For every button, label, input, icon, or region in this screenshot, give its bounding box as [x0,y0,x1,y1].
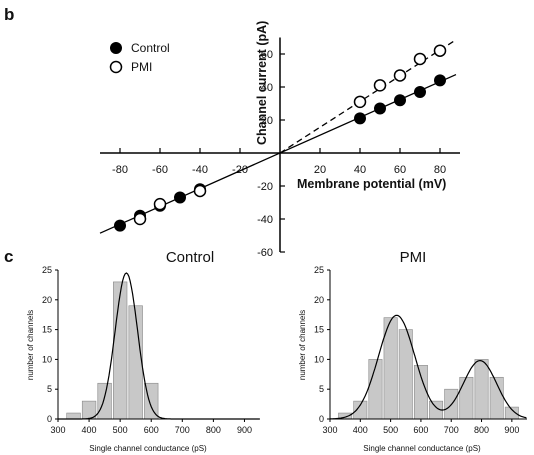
iv-point-pmi [193,184,207,198]
iv-point-control [414,85,426,98]
iv-point-pmi [393,69,407,82]
iv-point-pmi [373,79,387,92]
histogram-pmi-fit [329,314,527,420]
histogram-bar [66,412,81,420]
histogram-control-y-axis-title: number of channels [26,310,35,380]
iv-y-tick-label: -40 [257,214,273,226]
legend-label-control: Control [131,41,170,55]
histogram-x-tick-label: 600 [144,425,159,435]
iv-fit-lines [99,39,457,234]
histogram-y-tick-label: 10 [314,354,324,364]
histogram-control-bars [66,281,159,420]
iv-point-control [394,94,406,107]
histogram-x-tick-label: 300 [50,425,65,435]
iv-x-tick-label: -60 [152,164,168,176]
histogram-fit-curve [329,314,527,420]
histogram-control-fit [58,272,260,420]
iv-point-control [114,219,126,232]
histogram-pmi-y-axis-title: number of channels [298,310,307,380]
histogram-bar [459,376,474,420]
histogram-y-tick-label: 0 [47,414,52,424]
histogram-x-tick-label: 800 [474,425,489,435]
histogram-x-tick-label: 800 [206,425,221,435]
iv-y-tick-label: 20 [261,115,273,127]
histogram-bar [413,365,428,420]
histogram-bar [474,359,489,420]
histogram-bar [97,382,112,420]
iv-y-tick-label: 40 [261,82,273,94]
iv-data-points [114,44,447,232]
histogram-y-tick-label: 20 [42,295,52,305]
histogram-x-tick-label: 400 [353,425,368,435]
histogram-x-tick-label: 700 [444,425,459,435]
iv-x-tick-label: -80 [112,164,128,176]
iv-point-pmi [133,212,147,226]
iv-point-pmi [413,52,427,66]
histogram-y-tick-label: 20 [314,295,324,305]
iv-legend: Control PMI [109,41,170,74]
panel-label-b: b [4,5,14,24]
histogram-x-tick-label: 500 [383,425,398,435]
iv-x-tick-label: 40 [354,164,366,176]
iv-point-control [434,74,446,87]
iv-tick-labels: -80 -60 -40 -20 20 40 60 80 -60 -40 -20 20 40 60 [112,49,446,259]
histogram-x-tick-label: 500 [113,425,128,435]
iv-y-tick-label: 60 [261,49,273,61]
histogram-control: Control 300 400 500 600 700 800 9000510152025 … [26,249,260,453]
iv-y-axis-title: Channel current (pA) [255,21,269,145]
histogram-control-title: Control [166,249,214,266]
histogram-y-tick-label: 10 [42,354,52,364]
iv-point-control [174,191,186,204]
iv-x-tick-label: -40 [192,164,208,176]
legend-label-pmi: PMI [131,60,152,74]
histogram-fit-curve [58,272,260,420]
iv-point-pmi [353,95,367,109]
iv-x-tick-label: 20 [314,164,326,176]
histogram-x-tick-label: 900 [237,425,252,435]
histogram-pmi-axes: 300 400 500 600 700 800 900 0 5 10 15 20 25 [314,265,527,435]
iv-x-tick-label: -20 [232,164,248,176]
histogram-x-tick-label: 600 [413,425,428,435]
histogram-bar [113,281,128,420]
histogram-bar [128,305,143,420]
iv-y-tick-label: -60 [257,247,273,259]
iv-fit-line-pmi [279,39,457,154]
histogram-x-tick-label: 400 [82,425,97,435]
iv-y-tick-label: -20 [257,181,273,193]
histogram-pmi-bars [338,317,519,420]
iv-point-control [374,102,386,115]
histogram-y-tick-label: 25 [314,265,324,275]
histogram-control-x-axis-title: Single channel conductance (pS) [89,444,207,453]
histogram-x-tick-label: 300 [322,425,337,435]
iv-point-pmi [153,197,167,211]
histogram-y-tick-label: 15 [314,325,324,335]
iv-x-axis-title: Membrane potential (mV) [297,177,446,191]
iv-x-tick-label: 80 [434,164,446,176]
iv-x-tick-label: 60 [394,164,406,176]
histogram-y-tick-label: 25 [42,265,52,275]
histogram-pmi-x-axis-title: Single channel conductance (pS) [363,444,481,453]
legend-marker-control [110,42,122,54]
histogram-pmi-title: PMI [400,249,427,266]
histogram-y-tick-label: 5 [47,384,52,394]
histogram-control-axes: 300 400 500 600 700 800 900 0 5 10 15 20 25 [42,265,260,435]
histogram-pmi: PMI 300 400 500 600 700 800 900 0 5 10 15 20 25 Sing… [298,249,527,453]
iv-point-control [354,112,366,125]
histogram-y-tick-label: 5 [319,384,324,394]
histogram-y-tick-label: 0 [319,414,324,424]
iv-axes [100,37,460,253]
iv-plot: -80 -60 -40 -20 20 40 60 80 -60 -40 -20 20 40 60 Memb… [99,21,460,259]
histogram-bar [353,400,368,420]
panel-label-c: c [4,247,13,266]
histogram-x-tick-label: 700 [175,425,190,435]
legend-marker-pmi [109,60,123,74]
histogram-x-tick-label: 900 [504,425,519,435]
iv-point-pmi [433,44,447,57]
histogram-y-tick-label: 15 [42,325,52,335]
